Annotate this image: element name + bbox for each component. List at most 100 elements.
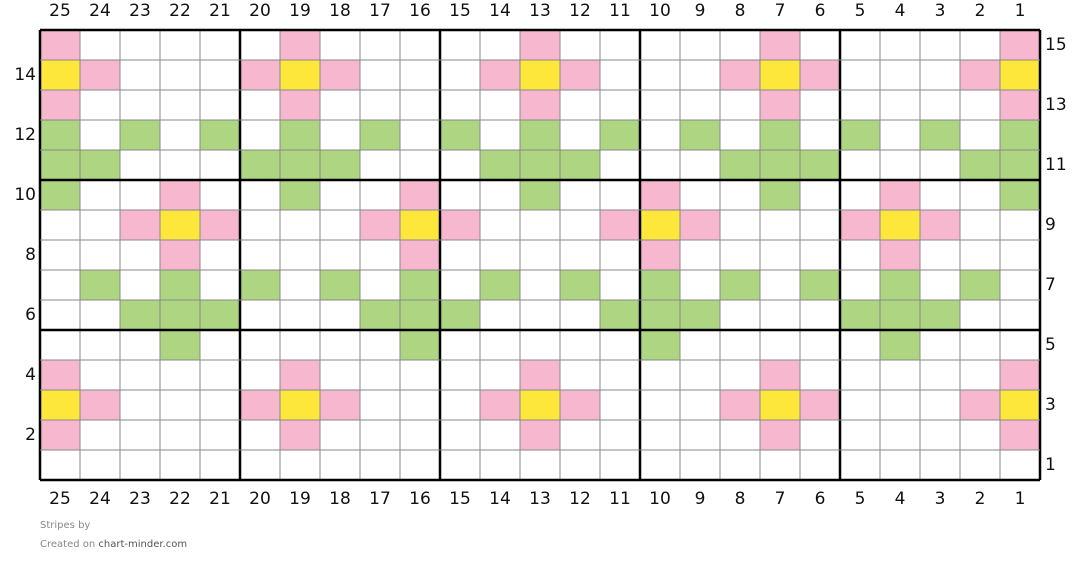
cell [800,120,840,150]
cell [240,90,280,120]
cell [960,150,1000,180]
cell [360,60,400,90]
cell [160,30,200,60]
cell [440,60,480,90]
cell [360,150,400,180]
cell [560,300,600,330]
cell [880,240,920,270]
cell [680,390,720,420]
cell [280,330,320,360]
cell [560,150,600,180]
cell [640,360,680,390]
cell [400,30,440,60]
cell [320,390,360,420]
cell [40,30,80,60]
footer-by: by [78,520,90,531]
row-label-left: 6 [25,305,36,325]
column-label-bottom: 7 [775,489,786,509]
cell [800,90,840,120]
cell [840,150,880,180]
cell [960,270,1000,300]
cell [840,420,880,450]
cell [280,450,320,480]
cell [280,360,320,390]
column-label-top: 17 [369,1,391,21]
cell [800,420,840,450]
cell [80,450,120,480]
cell [1000,90,1040,120]
cell [760,360,800,390]
cell [400,330,440,360]
cell [320,240,360,270]
row-label-right: 3 [1045,395,1056,415]
cell [1000,210,1040,240]
cell [760,300,800,330]
cell [680,150,720,180]
cell [120,390,160,420]
cell [720,360,760,390]
cell [560,120,600,150]
cell [880,120,920,150]
cell [600,270,640,300]
cell [720,450,760,480]
cell [40,330,80,360]
cell [440,30,480,60]
cell [440,300,480,330]
cell [80,210,120,240]
column-label-bottom: 13 [529,489,551,509]
cell [640,330,680,360]
cell [40,210,80,240]
column-label-bottom: 9 [695,489,706,509]
cell [200,390,240,420]
cell [920,120,960,150]
cell [400,390,440,420]
cell [720,30,760,60]
cell [320,150,360,180]
cell [640,240,680,270]
cell [840,390,880,420]
cell [960,240,1000,270]
cell [800,300,840,330]
footer-site: chart-minder.com [98,539,187,550]
cell [480,420,520,450]
column-label-top: 11 [609,1,631,21]
cell [800,360,840,390]
cell [400,450,440,480]
column-label-top: 13 [529,1,551,21]
cell [280,180,320,210]
cell [560,90,600,120]
cell [920,60,960,90]
cell [240,240,280,270]
cell [320,450,360,480]
cell [40,180,80,210]
cell [600,210,640,240]
column-label-top: 19 [289,1,311,21]
cell [640,450,680,480]
cell [80,270,120,300]
cell [640,390,680,420]
cell [840,240,880,270]
cell [480,390,520,420]
cell [880,180,920,210]
column-label-bottom: 10 [649,489,671,509]
cell [600,120,640,150]
cell [160,150,200,180]
cell [120,360,160,390]
cell [280,210,320,240]
cell [680,420,720,450]
cell [840,300,880,330]
cell [80,90,120,120]
cell [800,330,840,360]
cell [1000,120,1040,150]
cell [680,330,720,360]
cell [480,150,520,180]
column-label-top: 6 [815,1,826,21]
cell [760,210,800,240]
footer-line-1: Stripes by [40,520,90,531]
cell [920,90,960,120]
cell [120,120,160,150]
cell [280,300,320,330]
cell [960,180,1000,210]
cell [280,270,320,300]
cell [80,390,120,420]
